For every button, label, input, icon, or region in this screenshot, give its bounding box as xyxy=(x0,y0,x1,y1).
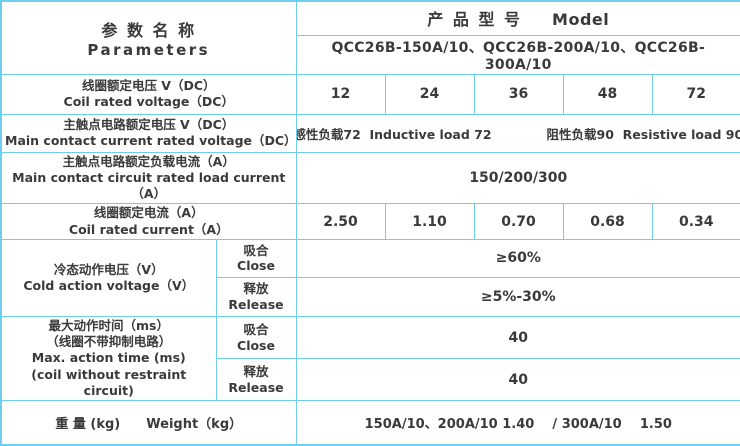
contact-voltage-inductive: 感性负载72 Inductive load 72 xyxy=(296,126,492,142)
load-current-label-cell: 主触点电路额定负载电流（A） Main contact circuit rate… xyxy=(0,151,297,205)
max-action-close-cell: 吸合 Close xyxy=(215,315,297,360)
coil-current-value-5: 0.34 xyxy=(651,203,740,240)
cold-action-release-value: ≥5%-30% xyxy=(295,276,740,317)
coil-voltage-label-cell: 线圈额定电压 V（DC） Coil rated voltage（DC） xyxy=(0,73,297,115)
coil-voltage-label-zh: 线圈额定电压 V（DC） xyxy=(81,77,216,93)
coil-current-label-zh: 线圈额定电流（A） xyxy=(93,205,204,221)
cold-action-label-zh: 冷态动作电压（V） xyxy=(53,261,164,277)
coil-current-value-4: 0.68 xyxy=(562,203,653,240)
model-header-cell: 产 品 型 号 Model xyxy=(295,0,740,36)
model-header-zh: 产 品 型 号 xyxy=(427,10,523,30)
coil-voltage-value-24: 24 xyxy=(384,73,475,115)
coil-voltage-value-48: 48 xyxy=(562,73,653,115)
load-current-label-en: Main contact circuit rated load current（… xyxy=(12,169,286,201)
max-action-close-zh: 吸合 xyxy=(243,321,269,337)
contact-voltage-label-cell: 主触点电路额定电压 V（DC） Main contact current rat… xyxy=(0,113,297,153)
coil-current-value-3: 0.70 xyxy=(473,203,564,240)
contact-voltage-resistive: 阻性负载90 Resistive load 90 xyxy=(546,126,740,142)
max-action-release-value: 40 xyxy=(295,358,740,401)
coil-current-value-2: 1.10 xyxy=(384,203,475,240)
param-header-en: Parameters xyxy=(87,40,211,59)
contact-voltage-label-en: Main contact current rated voltage（DC） xyxy=(5,133,296,148)
coil-voltage-value-12: 12 xyxy=(295,73,386,115)
max-action-label-en1: Max. action time (ms) xyxy=(31,350,186,366)
weight-label-zh: 重 量 (kg) xyxy=(55,416,121,432)
cold-action-close-value: ≥60% xyxy=(295,238,740,278)
cold-action-release-cell: 释放 Release xyxy=(215,276,297,317)
contact-voltage-label-zh: 主触点电路额定电压 V（DC） xyxy=(63,116,235,132)
coil-voltage-value-72: 72 xyxy=(651,73,740,115)
cold-action-close-cell: 吸合 Close xyxy=(215,238,297,278)
weight-value-cell: 150A/10、200A/10 1.40 / 300A/10 1.50 xyxy=(295,400,740,445)
weight-label-cell: 重 量 (kg) Weight（kg） xyxy=(0,400,297,445)
max-action-label-zh1: 最大动作时间（ms） xyxy=(48,317,169,333)
max-action-release-en: Release xyxy=(228,379,284,395)
cold-action-close-zh: 吸合 xyxy=(243,242,269,258)
param-header-zh: 参 数 名 称 xyxy=(101,20,197,40)
cold-action-release-en: Release xyxy=(228,296,284,312)
contact-voltage-value-cell: 感性负载72 Inductive load 72 阻性负载90 Resistiv… xyxy=(295,113,740,153)
model-header-en: Model xyxy=(552,10,610,30)
max-action-label-cell: 最大动作时间（ms） （线圈不带抑制电路） Max. action time (… xyxy=(0,315,217,402)
cold-action-label-en: Cold action voltage（V） xyxy=(23,277,195,293)
max-action-release-cell: 释放 Release xyxy=(215,358,297,401)
max-action-close-en: Close xyxy=(237,337,275,353)
coil-current-label-cell: 线圈额定电流（A） Coil rated current（A） xyxy=(0,203,297,240)
max-action-close-value: 40 xyxy=(295,315,740,360)
load-current-value-cell: 150/200/300 xyxy=(295,151,740,205)
max-action-label-zh2: （线圈不带抑制电路） xyxy=(46,334,172,349)
weight-label-en: Weight（kg） xyxy=(146,416,243,432)
param-header-cell: 参 数 名 称 Parameters xyxy=(0,0,297,75)
cold-action-release-zh: 释放 xyxy=(243,281,269,297)
coil-voltage-value-36: 36 xyxy=(473,73,564,115)
cold-action-close-en: Close xyxy=(237,258,275,274)
model-list-cell: QCC26B-150A/10、QCC26B-200A/10、QCC26B-300… xyxy=(295,34,740,75)
load-current-label-zh: 主触点电路额定负载电流（A） xyxy=(62,153,235,169)
coil-voltage-label-en: Coil rated voltage（DC） xyxy=(63,94,234,109)
coil-current-label-en: Coil rated current（A） xyxy=(68,221,229,237)
max-action-label-en2: (coil without restraint circuit) xyxy=(31,366,187,398)
max-action-release-zh: 释放 xyxy=(243,364,269,380)
cold-action-label-cell: 冷态动作电压（V） Cold action voltage（V） xyxy=(0,238,217,317)
coil-current-value-1: 2.50 xyxy=(295,203,386,240)
